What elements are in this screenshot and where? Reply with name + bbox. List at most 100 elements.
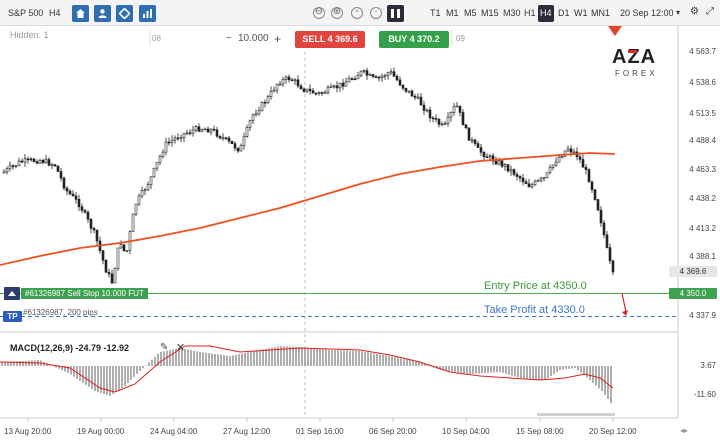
close-icon[interactable]: ✕ <box>176 342 186 354</box>
sell-stop-order-badge[interactable]: #61326987 Sell Stop 10.000 FUT <box>21 288 148 299</box>
macd-histogram-bar <box>355 350 357 366</box>
candle-body <box>305 88 309 92</box>
macd-histogram-bar <box>550 366 552 376</box>
candle-body <box>440 123 444 126</box>
quantity-stepper[interactable]: − 10.000 + <box>226 31 286 48</box>
macd-histogram-bar <box>79 366 81 381</box>
tf-h4[interactable]: H4 <box>538 5 554 22</box>
scroll-button[interactable]: · <box>370 6 382 19</box>
candle-body <box>140 190 144 197</box>
date-tick: 13 Aug 20:00 <box>4 427 52 436</box>
candle-body <box>437 119 441 125</box>
macd-histogram-bar <box>70 366 72 375</box>
zoom-controls-icon[interactable]: ◂▸ <box>680 426 689 435</box>
macd-histogram-bar <box>121 366 123 388</box>
candle-body <box>392 71 396 77</box>
macd-histogram-bar <box>190 350 192 366</box>
candle-body <box>176 137 180 140</box>
tf-d1[interactable]: D1 <box>558 8 570 18</box>
macd-histogram-bar <box>394 357 396 366</box>
timeframe-label[interactable]: H4 <box>49 8 61 18</box>
sell-button[interactable]: SELL 4 369.6 <box>295 31 365 48</box>
buy-button[interactable]: BUY 4 370.2 <box>379 31 449 48</box>
candle-body <box>290 79 294 82</box>
candle-body <box>257 110 261 115</box>
tf-m5[interactable]: M5 <box>464 8 477 18</box>
tf-m30[interactable]: M30 <box>503 8 521 18</box>
macd-histogram-bar <box>238 354 240 366</box>
macd-histogram-bar <box>547 366 549 378</box>
candle-body <box>293 79 297 82</box>
date-tick: 15 Sep 08:00 <box>516 427 564 436</box>
settings-icon[interactable]: ⚙ <box>690 6 699 17</box>
date-tick: 19 Aug 00:00 <box>77 427 125 436</box>
macd-indicator-label[interactable]: MACD(12,26,9) -24.79 -12.92 <box>10 343 130 353</box>
day-marker-09: 09 <box>456 34 465 43</box>
macd-histogram-bar <box>328 349 330 366</box>
macd-histogram-bar <box>517 366 519 378</box>
macd-histogram-bar <box>340 350 342 366</box>
macd-tick: 3.67 <box>700 361 716 370</box>
zoom-out-icon: ⊖ <box>314 6 324 17</box>
symbol-label[interactable]: S&P 500 <box>8 8 44 18</box>
macd-histogram-bar <box>211 353 213 366</box>
date-tick: 06 Sep 20:00 <box>369 427 417 436</box>
macd-histogram-bar <box>202 352 204 366</box>
hidden-objects-label[interactable]: Hidden: 1 <box>10 30 49 40</box>
candle-body <box>302 88 306 92</box>
chart-type-button[interactable] <box>139 5 156 22</box>
crosshair-button[interactable]: ◦ <box>351 6 363 19</box>
tf-t1[interactable]: T1 <box>430 8 441 18</box>
candle-body <box>245 127 249 137</box>
zoom-in-button[interactable]: ⊕ <box>331 6 343 19</box>
order-icon[interactable] <box>4 287 20 300</box>
candle-body <box>230 140 234 144</box>
pause-button[interactable] <box>387 5 404 22</box>
macd-histogram-bar <box>115 366 117 392</box>
macd-histogram-bar <box>52 366 54 367</box>
home-button[interactable] <box>72 5 89 22</box>
macd-histogram-bar <box>289 346 291 366</box>
quantity-plus-button[interactable]: + <box>274 32 282 46</box>
macd-histogram-bar <box>259 350 261 366</box>
macd-histogram-bar <box>376 353 378 366</box>
price-tick: 4 463.3 <box>689 165 716 174</box>
macd-histogram-bar <box>148 362 150 366</box>
candle-body <box>188 132 192 135</box>
indicators-button[interactable] <box>94 5 111 22</box>
candle-body <box>41 159 45 163</box>
tf-h1[interactable]: H1 <box>524 8 536 18</box>
candle-body <box>233 143 237 149</box>
objects-button[interactable] <box>116 5 133 22</box>
macd-histogram-bar <box>67 366 69 374</box>
candle-body <box>488 155 492 158</box>
price-tick: 4 438.2 <box>689 194 716 203</box>
calendar-icon[interactable]: ▾ <box>676 8 681 17</box>
macd-histogram-bar <box>10 361 12 366</box>
quantity-minus-button[interactable]: − <box>226 33 232 44</box>
take-profit-icon[interactable]: TP <box>3 311 22 322</box>
macd-histogram-bar <box>13 361 15 366</box>
macd-histogram-bar <box>232 355 234 366</box>
zoom-out-button[interactable]: ⊖ <box>313 6 325 19</box>
candle-body <box>125 249 129 252</box>
candle-body <box>356 75 360 80</box>
edit-icon[interactable]: ✎ <box>160 342 169 353</box>
macd-histogram-bar <box>1 361 3 366</box>
tf-w1[interactable]: W1 <box>574 8 588 18</box>
candle-body <box>32 158 36 162</box>
tf-m15[interactable]: M15 <box>481 8 499 18</box>
fullscreen-icon[interactable]: ⤢ <box>706 6 714 17</box>
candle-body <box>224 137 228 140</box>
alert-triangle-icon[interactable] <box>608 26 622 36</box>
logo-accent-mark <box>628 50 637 53</box>
macd-histogram-bar <box>478 366 480 374</box>
tf-m1[interactable]: M1 <box>446 8 459 18</box>
date-selector[interactable]: 20 Sep 12:00 <box>620 8 674 18</box>
tf-mn1[interactable]: MN1 <box>591 8 611 18</box>
circle-icon: · <box>374 6 378 17</box>
candle-body <box>497 160 501 165</box>
quantity-input[interactable]: 10.000 <box>238 33 269 44</box>
candle-body <box>158 156 162 163</box>
